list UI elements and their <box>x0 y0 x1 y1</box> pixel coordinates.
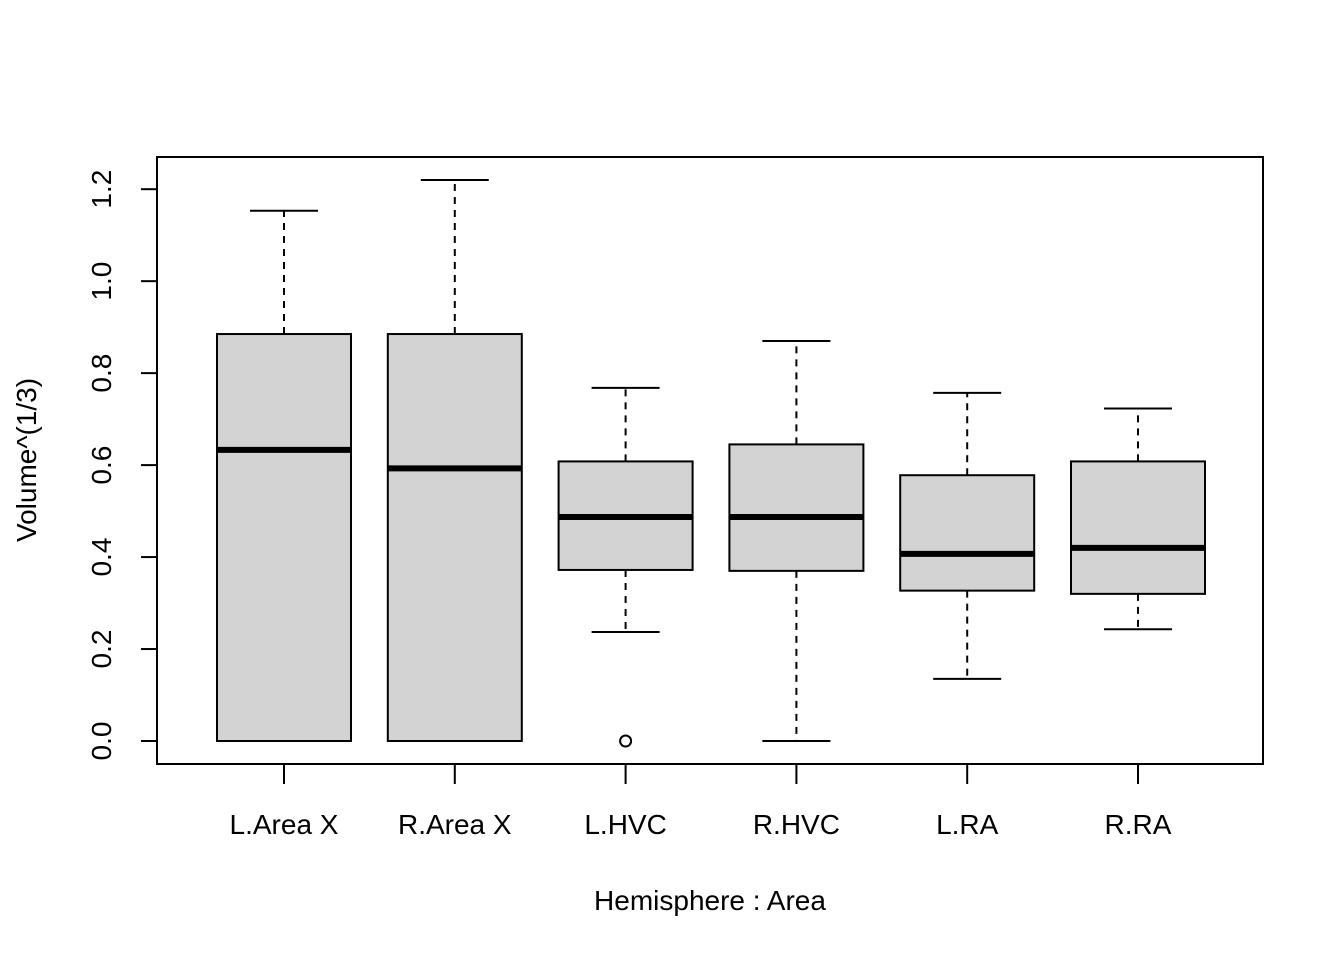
box-group <box>899 391 1036 680</box>
box-group <box>386 178 523 743</box>
y-tick-label: 1.2 <box>86 170 117 209</box>
x-axis: L.Area X R.Area X L.HVC R.HVC L.RA R.RA <box>230 764 1172 840</box>
y-tick-label: 0.0 <box>86 722 117 761</box>
box-iqr <box>899 474 1036 592</box>
box-group <box>1070 407 1206 631</box>
box-iqr <box>1070 460 1206 595</box>
y-axis-title: Volume^(1/3) <box>11 378 42 542</box>
y-tick-label: 0.6 <box>86 446 117 485</box>
outlier-point <box>619 734 633 748</box>
y-tick-label: 1.0 <box>86 262 117 301</box>
box-iqr <box>728 443 865 572</box>
box-iqr <box>216 333 352 743</box>
y-tick-label: 0.2 <box>86 630 117 669</box>
y-tick-label: 0.4 <box>86 538 117 577</box>
x-tick-label: R.RA <box>1105 809 1172 840</box>
box-group <box>216 209 352 743</box>
x-tick-label: R.Area X <box>398 809 512 840</box>
x-tick-label: L.HVC <box>584 809 666 840</box>
box-iqr <box>386 333 523 743</box>
y-axis: 0.0 0.2 0.4 0.6 0.8 1.0 1.2 <box>86 170 158 761</box>
box-group <box>557 386 694 748</box>
x-axis-title: Hemisphere : Area <box>594 885 826 916</box>
boxes-layer <box>216 178 1206 748</box>
y-tick-label: 0.8 <box>86 354 117 393</box>
x-tick-label: L.RA <box>936 809 999 840</box>
x-tick-label: R.HVC <box>753 809 840 840</box>
x-tick-label: L.Area X <box>230 809 339 840</box>
box-group <box>728 339 865 743</box>
